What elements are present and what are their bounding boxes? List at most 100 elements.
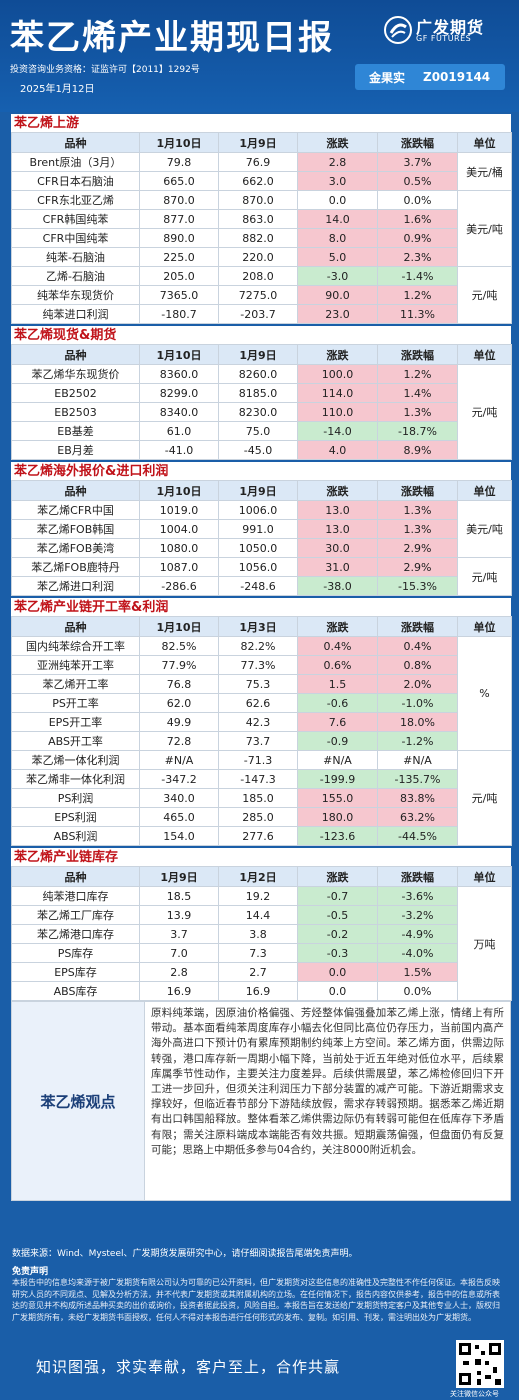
change-cell: 0.6% (297, 655, 378, 675)
value-cell: 208.0 (218, 266, 298, 286)
change-cell: 155.0 (297, 788, 378, 808)
change-pct-cell: 2.3% (377, 247, 458, 267)
change-cell: 0.0 (297, 962, 378, 982)
change-cell: 7.6 (297, 712, 378, 732)
value-cell: 16.9 (139, 981, 219, 1001)
change-pct-cell: -135.7% (377, 769, 458, 789)
value-cell: 870.0 (218, 190, 298, 210)
column-header: 1月10日 (139, 344, 219, 365)
value-cell: 185.0 (218, 788, 298, 808)
value-cell: -203.7 (218, 304, 298, 324)
section-title-operating: 苯乙烯产业链开工率&利润 (11, 596, 511, 616)
table-row: 苯乙烯FOB鹿特丹 1087.0 1056.0 31.0 2.9% 元/吨 (11, 557, 512, 596)
value-cell: 2.7 (218, 962, 298, 982)
row-label: 乙烯-石脑油 (11, 266, 140, 286)
column-header: 1月10日 (139, 480, 219, 501)
value-cell: -41.0 (139, 440, 219, 460)
change-pct-cell: -18.7% (377, 421, 458, 441)
unit-cell: 元/吨 (457, 364, 512, 460)
value-cell: 79.8 (139, 152, 219, 172)
value-cell: 61.0 (139, 421, 219, 441)
view-text: 原料纯苯端，因原油价格偏强、芳烃整体偏强叠加苯乙烯上涨，情绪上有所带动。基本面看… (151, 1007, 504, 1156)
change-pct-cell: 3.7% (377, 152, 458, 172)
change-cell: 0.0 (297, 981, 378, 1001)
change-cell: -199.9 (297, 769, 378, 789)
change-cell: -3.0 (297, 266, 378, 286)
value-cell: 1006.0 (218, 500, 298, 520)
table-row: PS库存 7.0 7.3 -0.3 -4.0% (11, 943, 512, 963)
value-cell: 49.9 (139, 712, 219, 732)
value-cell: 19.2 (218, 886, 298, 906)
table-row: 苯乙烯开工率 76.8 75.3 1.5 2.0% (11, 674, 512, 694)
change-pct-cell: 11.3% (377, 304, 458, 324)
change-cell: 3.0 (297, 171, 378, 191)
row-label: PS利润 (11, 788, 140, 808)
table-header-row: 品种 1月10日 1月9日 涨跌 涨跌幅 单位 (11, 344, 512, 365)
value-cell: 18.5 (139, 886, 219, 906)
column-header: 涨跌 (297, 866, 378, 887)
value-cell: 1087.0 (139, 557, 219, 577)
section-title-overseas: 苯乙烯海外报价&进口利润 (11, 460, 511, 480)
value-cell: -180.7 (139, 304, 219, 324)
table-row: 纯苯华东现货价 7365.0 7275.0 90.0 1.2% (11, 285, 512, 305)
change-pct-cell: 8.9% (377, 440, 458, 460)
value-cell: 205.0 (139, 266, 219, 286)
change-cell: 110.0 (297, 402, 378, 422)
table-row: 苯乙烯工厂库存 13.9 14.4 -0.5 -3.2% (11, 905, 512, 925)
value-cell: 220.0 (218, 247, 298, 267)
change-pct-cell: 18.0% (377, 712, 458, 732)
table-header-row: 品种 1月10日 1月9日 涨跌 涨跌幅 单位 (11, 132, 512, 153)
value-cell: 73.7 (218, 731, 298, 751)
value-cell: #N/A (139, 750, 219, 770)
change-pct-cell: 0.9% (377, 228, 458, 248)
change-cell: 13.0 (297, 500, 378, 520)
value-cell: 890.0 (139, 228, 219, 248)
change-pct-cell: 1.3% (377, 402, 458, 422)
row-label: EB2503 (11, 402, 140, 422)
table-row: 纯苯港口库存 18.5 19.2 -0.7 -3.6% 万吨 (11, 886, 512, 1001)
value-cell: 7.0 (139, 943, 219, 963)
value-cell: 16.9 (218, 981, 298, 1001)
table-row: CFR东北亚乙烯 870.0 870.0 0.0 0.0% 美元/吨 (11, 190, 512, 267)
value-cell: 1004.0 (139, 519, 219, 539)
gf-logo-icon (384, 16, 412, 44)
change-cell: 13.0 (297, 519, 378, 539)
unit-cell: 元/吨 (457, 750, 512, 846)
value-cell: 877.0 (139, 209, 219, 229)
table-row: PS开工率 62.0 62.6 -0.6 -1.0% (11, 693, 512, 713)
change-cell: -0.7 (297, 886, 378, 906)
table-overseas: 品种 1月10日 1月9日 涨跌 涨跌幅 单位 苯乙烯CFR中国 1019.0 1006.0 13… (11, 480, 512, 596)
value-cell: 7365.0 (139, 285, 219, 305)
change-cell: 1.5 (297, 674, 378, 694)
change-pct-cell: 2.9% (377, 538, 458, 558)
column-header: 单位 (457, 344, 512, 365)
change-pct-cell: 1.3% (377, 500, 458, 520)
table-row: 纯苯-石脑油 225.0 220.0 5.0 2.3% (11, 247, 512, 267)
logo-text-en: GF FUTURES (416, 34, 472, 43)
company-logo: 广发期货 GF FUTURES (384, 14, 512, 50)
change-cell: 100.0 (297, 364, 378, 384)
column-header: 单位 (457, 616, 512, 637)
change-cell: 8.0 (297, 228, 378, 248)
qr-caption: 关注微信公众号 (450, 1390, 499, 1398)
disclaimer-text: 本报告中的信息均来源于被广发期货有限公司认为可靠的已公开资料，但广发期货对这些信… (12, 1278, 500, 1322)
row-label: 纯苯-石脑油 (11, 247, 140, 267)
change-cell: 90.0 (297, 285, 378, 305)
row-label: 苯乙烯CFR中国 (11, 500, 140, 520)
row-label: EB基差 (11, 421, 140, 441)
row-label: CFR中国纯苯 (11, 228, 140, 248)
table-row: 苯乙烯CFR中国 1019.0 1006.0 13.0 1.3% 美元/吨 (11, 500, 512, 558)
change-pct-cell: 1.3% (377, 519, 458, 539)
company-slogan: 知识图强，求实奉献，客户至上，合作共赢 (36, 1358, 341, 1376)
row-label: PS开工率 (11, 693, 140, 713)
table-inventory: 品种 1月9日 1月2日 涨跌 涨跌幅 单位 纯苯港口库存 18.5 19.2 -0.7 -3.6%… (11, 866, 512, 1001)
change-pct-cell: 1.2% (377, 364, 458, 384)
value-cell: 2.8 (139, 962, 219, 982)
table-row: 乙烯-石脑油 205.0 208.0 -3.0 -1.4% 元/吨 (11, 266, 512, 324)
row-label: 苯乙烯工厂库存 (11, 905, 140, 925)
column-header: 涨跌幅 (377, 480, 458, 501)
table-row: CFR日本石脑油 665.0 662.0 3.0 0.5% (11, 171, 512, 191)
row-label: EB2502 (11, 383, 140, 403)
column-header: 涨跌 (297, 480, 378, 501)
